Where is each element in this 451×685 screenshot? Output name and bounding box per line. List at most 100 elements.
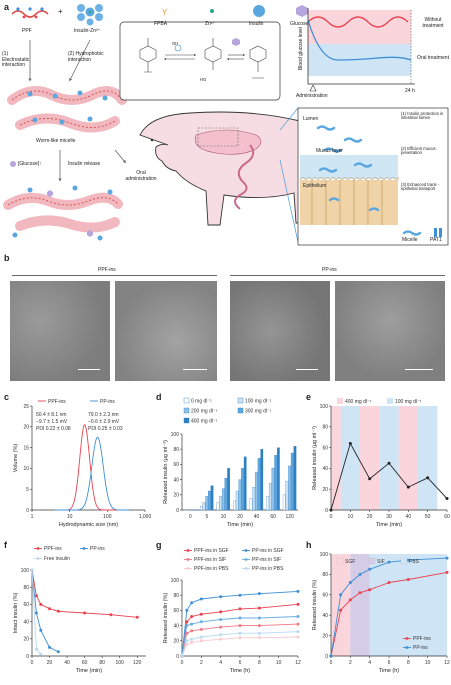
- series-PP-ins in SIF-point: [190, 622, 194, 626]
- y-tick-label: 100: [21, 568, 30, 574]
- glucose-region: [398, 406, 418, 510]
- x-tick-label: 2: [200, 660, 203, 666]
- label-mucus: Mucus layer: [316, 148, 343, 154]
- note-2: (2) Efficient mucus penetration: [401, 146, 436, 156]
- tem-image-2: [115, 281, 217, 381]
- label-epithelium: Epithelium: [303, 183, 327, 189]
- series-PPF-ins in PBS: [181, 636, 299, 657]
- scale-bar: [296, 369, 318, 370]
- bar-0 mg dl⁻¹: [200, 506, 203, 511]
- x-tick-label: 2: [349, 660, 352, 666]
- x-tick-label: 120: [286, 514, 295, 520]
- series-PPF-ins in SIF-point: [238, 624, 242, 628]
- series-PPF-ins-point: [445, 570, 449, 574]
- series-PP-ins in SGF: [181, 590, 299, 657]
- series-PP-ins-point: [368, 567, 372, 571]
- y-tick-label: 20: [173, 639, 179, 645]
- panel-label-a: a: [4, 2, 10, 12]
- label-plus: +: [58, 7, 63, 16]
- series-PP-ins-point: [34, 611, 38, 615]
- legend-label: 100 mg dl⁻¹: [245, 399, 272, 405]
- bar-300 mg dl⁻¹: [208, 490, 211, 511]
- legend-label: PP-ins: [90, 546, 105, 552]
- glucose-icon: [296, 5, 308, 17]
- series-PPF-ins in PBS-point: [190, 640, 194, 644]
- bar-0 mg dl⁻¹: [233, 500, 236, 511]
- series-PP-ins in SIF: [181, 616, 299, 657]
- y-tick-label: 40: [322, 613, 328, 619]
- y-axis-label: Released insulin (μg ml⁻¹): [312, 426, 318, 490]
- annotation-text: −9.7 ± 1.5 mV: [36, 419, 68, 425]
- glucose-region: [331, 406, 341, 510]
- x-tick-label: 8: [258, 660, 261, 666]
- panel-label-c: c: [4, 392, 10, 402]
- x-tick-label: 0: [189, 514, 192, 520]
- panel-label-b: b: [4, 253, 10, 263]
- label-ppf-ins: PPF-ins: [98, 267, 116, 273]
- x-tick-label: 100: [103, 514, 112, 520]
- x-tick-label: 60: [82, 660, 88, 666]
- y-tick-label: 60: [322, 593, 328, 599]
- series-PP-ins in PBS-point: [185, 639, 189, 643]
- blood-glucose-chart: [307, 8, 415, 92]
- panel-label-h: h: [306, 540, 312, 550]
- bar-200 mg dl⁻¹: [288, 465, 291, 511]
- legend-swatch: [82, 547, 86, 550]
- x-tick-label: 5: [205, 514, 208, 520]
- legend-label: 0 mg dl⁻¹: [191, 399, 212, 405]
- y-tick-label: 80: [173, 447, 179, 453]
- y-tick-label: 20: [322, 487, 328, 493]
- panel-label-g: g: [156, 540, 162, 550]
- legend-swatch: [186, 558, 190, 561]
- tem-image-1: [10, 281, 110, 381]
- annotation-text: 50.4 ± 8.1 nm: [36, 412, 67, 418]
- y-axis-label: Intact insulin (%): [13, 593, 19, 634]
- note-1: (1) Insulin protection in intestinal lum…: [401, 111, 444, 121]
- glucose-region: [379, 406, 399, 510]
- x-tick-label: 12: [295, 660, 301, 666]
- series-PPF-ins in SGF-point: [219, 610, 223, 614]
- label-lumen: Lumen: [303, 116, 319, 122]
- scale-bar: [183, 369, 207, 370]
- x-tick-label: 10: [348, 514, 354, 520]
- bar-200 mg dl⁻¹: [205, 496, 209, 511]
- legend-label: PPF-ins: [44, 546, 62, 552]
- x-axis-label: Time (min): [227, 522, 253, 528]
- series-PP-ins in SIF-point: [296, 614, 300, 618]
- legend-label: 100 mg dl⁻¹: [395, 399, 422, 405]
- series-Free insulin-point: [30, 568, 34, 572]
- x-tick-label: 30: [386, 514, 392, 520]
- series-PPF-ins-point: [348, 598, 352, 602]
- series-PP-ins in SGF-point: [185, 608, 189, 612]
- x-tick-label: 20: [237, 514, 243, 520]
- annotation-text: 79.0 ± 2.3 nm: [88, 412, 119, 418]
- y-tick-label: 25: [23, 404, 29, 410]
- series-Free insulin-point: [34, 647, 38, 651]
- released-micelle-icon: [3, 185, 123, 241]
- series-PP-ins in SIF-point: [257, 616, 261, 620]
- x-tick-label: 40: [254, 514, 260, 520]
- x-tick-label: 6: [388, 660, 391, 666]
- bar-200 mg dl⁻¹: [238, 479, 242, 511]
- legend-label: PP-ins: [100, 399, 115, 405]
- bar-0 mg dl⁻¹: [249, 498, 253, 511]
- legend-swatch: [400, 557, 408, 565]
- legend-label: Free insulin: [44, 556, 70, 562]
- legend-label: PP-ins in SIF: [252, 557, 281, 563]
- series-PP-ins-point: [39, 628, 43, 632]
- legend-swatch: [337, 398, 343, 404]
- x-tick-label: 4: [219, 660, 222, 666]
- series-PPF-ins in SGF-point: [238, 607, 242, 611]
- series-PPF-ins in SIF-point: [199, 627, 203, 631]
- note-3: (3) Enhanced trans -epithelial transport: [401, 182, 440, 192]
- x-tick-label: 100: [116, 660, 125, 666]
- bar-100 mg dl⁻¹: [252, 487, 256, 511]
- y-tick-label: 100: [320, 404, 329, 410]
- x-tick-label: 120: [133, 660, 142, 666]
- x-tick-label: 0: [31, 660, 34, 666]
- label-insulin-zn: Insulin-Zn²⁺: [74, 28, 101, 34]
- y-tick-label: 40: [173, 623, 179, 629]
- y-tick-label: 60: [23, 602, 29, 608]
- x-axis-label: Time (h): [379, 668, 399, 674]
- legend-swatch: [237, 407, 244, 414]
